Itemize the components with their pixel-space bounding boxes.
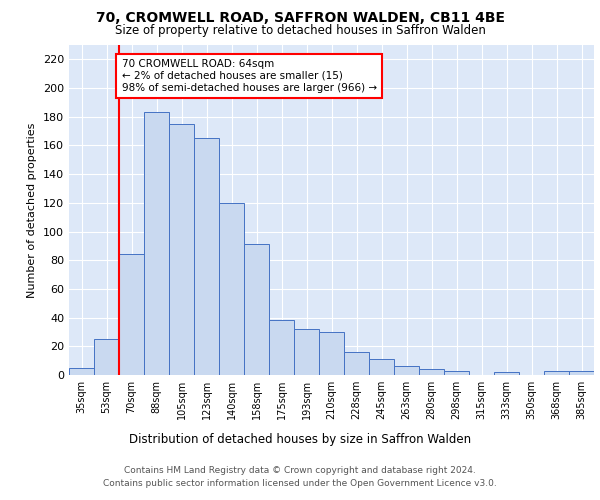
Bar — [219, 203, 244, 375]
Text: Contains public sector information licensed under the Open Government Licence v3: Contains public sector information licen… — [103, 479, 497, 488]
Bar — [94, 339, 119, 375]
Bar — [169, 124, 194, 375]
Bar — [444, 370, 469, 375]
Text: Distribution of detached houses by size in Saffron Walden: Distribution of detached houses by size … — [129, 432, 471, 446]
Bar — [69, 368, 94, 375]
Bar — [194, 138, 219, 375]
Bar — [244, 244, 269, 375]
Bar — [394, 366, 419, 375]
Y-axis label: Number of detached properties: Number of detached properties — [28, 122, 37, 298]
Bar — [269, 320, 294, 375]
Bar — [544, 370, 569, 375]
Bar — [369, 359, 394, 375]
Bar — [494, 372, 519, 375]
Bar — [419, 370, 444, 375]
Bar — [319, 332, 344, 375]
Bar — [294, 329, 319, 375]
Bar — [144, 112, 169, 375]
Bar — [344, 352, 369, 375]
Text: Size of property relative to detached houses in Saffron Walden: Size of property relative to detached ho… — [115, 24, 485, 37]
Text: 70, CROMWELL ROAD, SAFFRON WALDEN, CB11 4BE: 70, CROMWELL ROAD, SAFFRON WALDEN, CB11 … — [95, 11, 505, 25]
Bar — [569, 370, 594, 375]
Bar — [119, 254, 144, 375]
Text: Contains HM Land Registry data © Crown copyright and database right 2024.: Contains HM Land Registry data © Crown c… — [124, 466, 476, 475]
Text: 70 CROMWELL ROAD: 64sqm
← 2% of detached houses are smaller (15)
98% of semi-det: 70 CROMWELL ROAD: 64sqm ← 2% of detached… — [121, 60, 377, 92]
